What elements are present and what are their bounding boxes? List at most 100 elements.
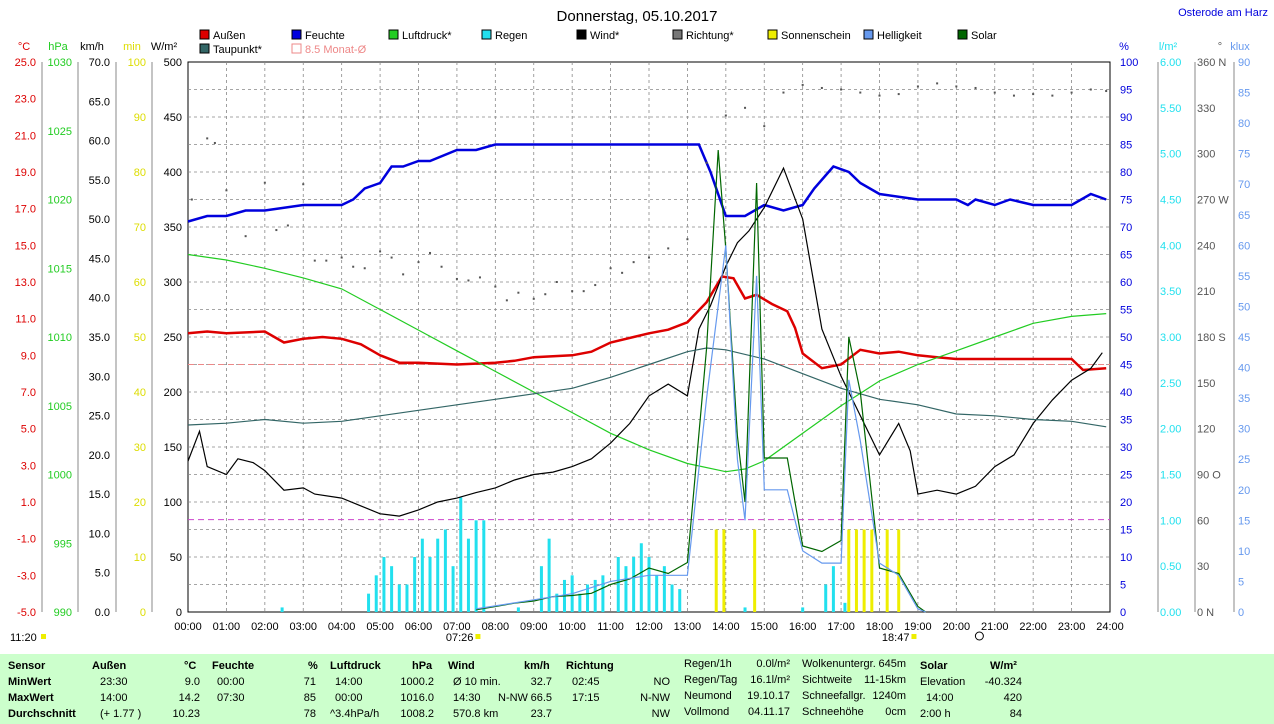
legend-label: Solar [971,30,997,42]
legend-swatch [291,43,302,54]
rain-bar [824,584,828,612]
tick-label-solar: 400 [164,167,182,179]
tick-label-solar: 500 [164,57,182,69]
rain-bar [743,607,747,612]
tick-label-direction: 360 N [1197,57,1226,69]
direction-dot [724,114,727,117]
tick-label-rain: 2.50 [1160,378,1181,390]
rain-bar [801,607,805,612]
tick-label-wind: 10.0 [89,528,110,540]
direction-dot [840,88,843,91]
tick-label-solar: 300 [164,277,182,289]
moon-icon [974,631,984,641]
legend-label: Regen [495,30,527,42]
tick-label-humidity: 45 [1120,360,1132,372]
stats-solar: Solar W/m² Elevation -40.324 14:00 420 2:00… [920,658,1026,722]
direction-dot [955,85,958,88]
x-tick-label: 07:00 [443,621,471,633]
tick-label-brightness: 50 [1238,301,1250,313]
wind-avg10-label: Ø 10 min. [453,676,501,688]
regen-1h-value: 0.0l/m² [756,658,790,670]
location-label: Osterode am Harz [1178,7,1268,19]
tick-label-brightness: 65 [1238,210,1250,222]
luftdruck-trend: ^3.4hPa/h [330,708,380,720]
tick-label-brightness: 10 [1238,546,1250,558]
tick-label-pressure: 1000 [48,470,72,482]
tick-label-brightness: 20 [1238,485,1250,497]
sunset-marker [911,634,917,639]
tick-label-humidity: 85 [1120,140,1132,152]
tick-label-rain: 0.00 [1160,607,1181,619]
x-tick-label: 10:00 [558,621,586,633]
direction-dot [544,293,547,296]
legend-label: Helligkeit [877,30,922,42]
tick-label-sunshine: 60 [134,277,146,289]
direction-dot [325,259,328,262]
tick-label-sunshine: 40 [134,387,146,399]
tick-label-wind: 5.0 [95,568,110,580]
rain-bar [670,584,674,612]
legend-label: 8.5 Monat-Ø [305,44,367,56]
tick-label-rain: 2.00 [1160,424,1181,436]
tick-label-wind: 60.0 [89,136,110,148]
rain-bar [647,557,651,612]
direction-dot [916,85,919,88]
tick-label-humidity: 10 [1120,552,1132,564]
direction-dot [313,259,316,262]
tick-label-rain: 5.00 [1160,149,1181,161]
rain-bar [639,543,643,612]
feuchte-min-value: 71 [303,676,316,688]
tick-label-wind: 25.0 [89,411,110,423]
direction-dot [244,235,247,238]
richtung-avg-value: NW [651,708,670,720]
rain-bar [632,557,636,612]
tick-label-direction: 270 W [1197,195,1229,207]
stats-solar-unit: W/m² [990,660,1017,672]
rain-bar [436,538,440,612]
solar-avg-value: 84 [1009,708,1022,720]
direction-dot [1032,93,1035,96]
x-tick-label: 19:00 [904,621,932,633]
legend-swatch [863,29,874,40]
tick-label-wind: 55.0 [89,175,110,187]
tick-label-brightness: 0 [1238,607,1244,619]
wind-avg10-value: 32.7 [530,676,552,688]
tick-label-humidity: 35 [1120,415,1132,427]
rain-bar [397,584,401,612]
tick-label-rain: 1.50 [1160,470,1181,482]
direction-dot [686,238,689,241]
stats-feuchte-title: Feuchte [212,660,255,672]
x-tick-label: 09:00 [520,621,548,633]
direction-dot [1051,94,1054,97]
rain-bar [466,538,470,612]
x-tick-label: 17:00 [827,621,855,633]
rain-bar [443,529,447,612]
legend-swatch [576,29,587,40]
tick-label-rain: 6.00 [1160,57,1181,69]
wind-distance: 570.8 km [453,708,499,720]
rain-bar [367,593,371,612]
tick-label-humidity: 30 [1120,442,1132,454]
feuchte-max-value: 85 [303,692,316,704]
schneehoehe-value: 0cm [885,706,906,718]
regen-tag-label: Regen/Tag [684,674,738,686]
tick-label-brightness: 75 [1238,149,1250,161]
tick-label-brightness: 60 [1238,240,1250,252]
tick-label-sunshine: 90 [134,112,146,124]
tick-label-sunshine: 20 [134,497,146,509]
rain-bar [420,538,424,612]
direction-dot [532,297,535,300]
tick-label-humidity: 80 [1120,167,1132,179]
direction-dot [390,256,393,259]
series-line [476,245,926,613]
series-line [187,143,1107,223]
legend-swatch [388,29,399,40]
direction-dot [340,256,343,259]
direction-dot [1089,88,1092,91]
solar-elevation-value: -40.324 [984,676,1022,688]
rain-bar [374,575,378,612]
axis-title-sunshine: min [123,41,141,53]
sunshine-bar [753,529,757,612]
feuchte-avg-value: 78 [303,708,316,720]
stats-richtung-title: Richtung [566,660,614,672]
